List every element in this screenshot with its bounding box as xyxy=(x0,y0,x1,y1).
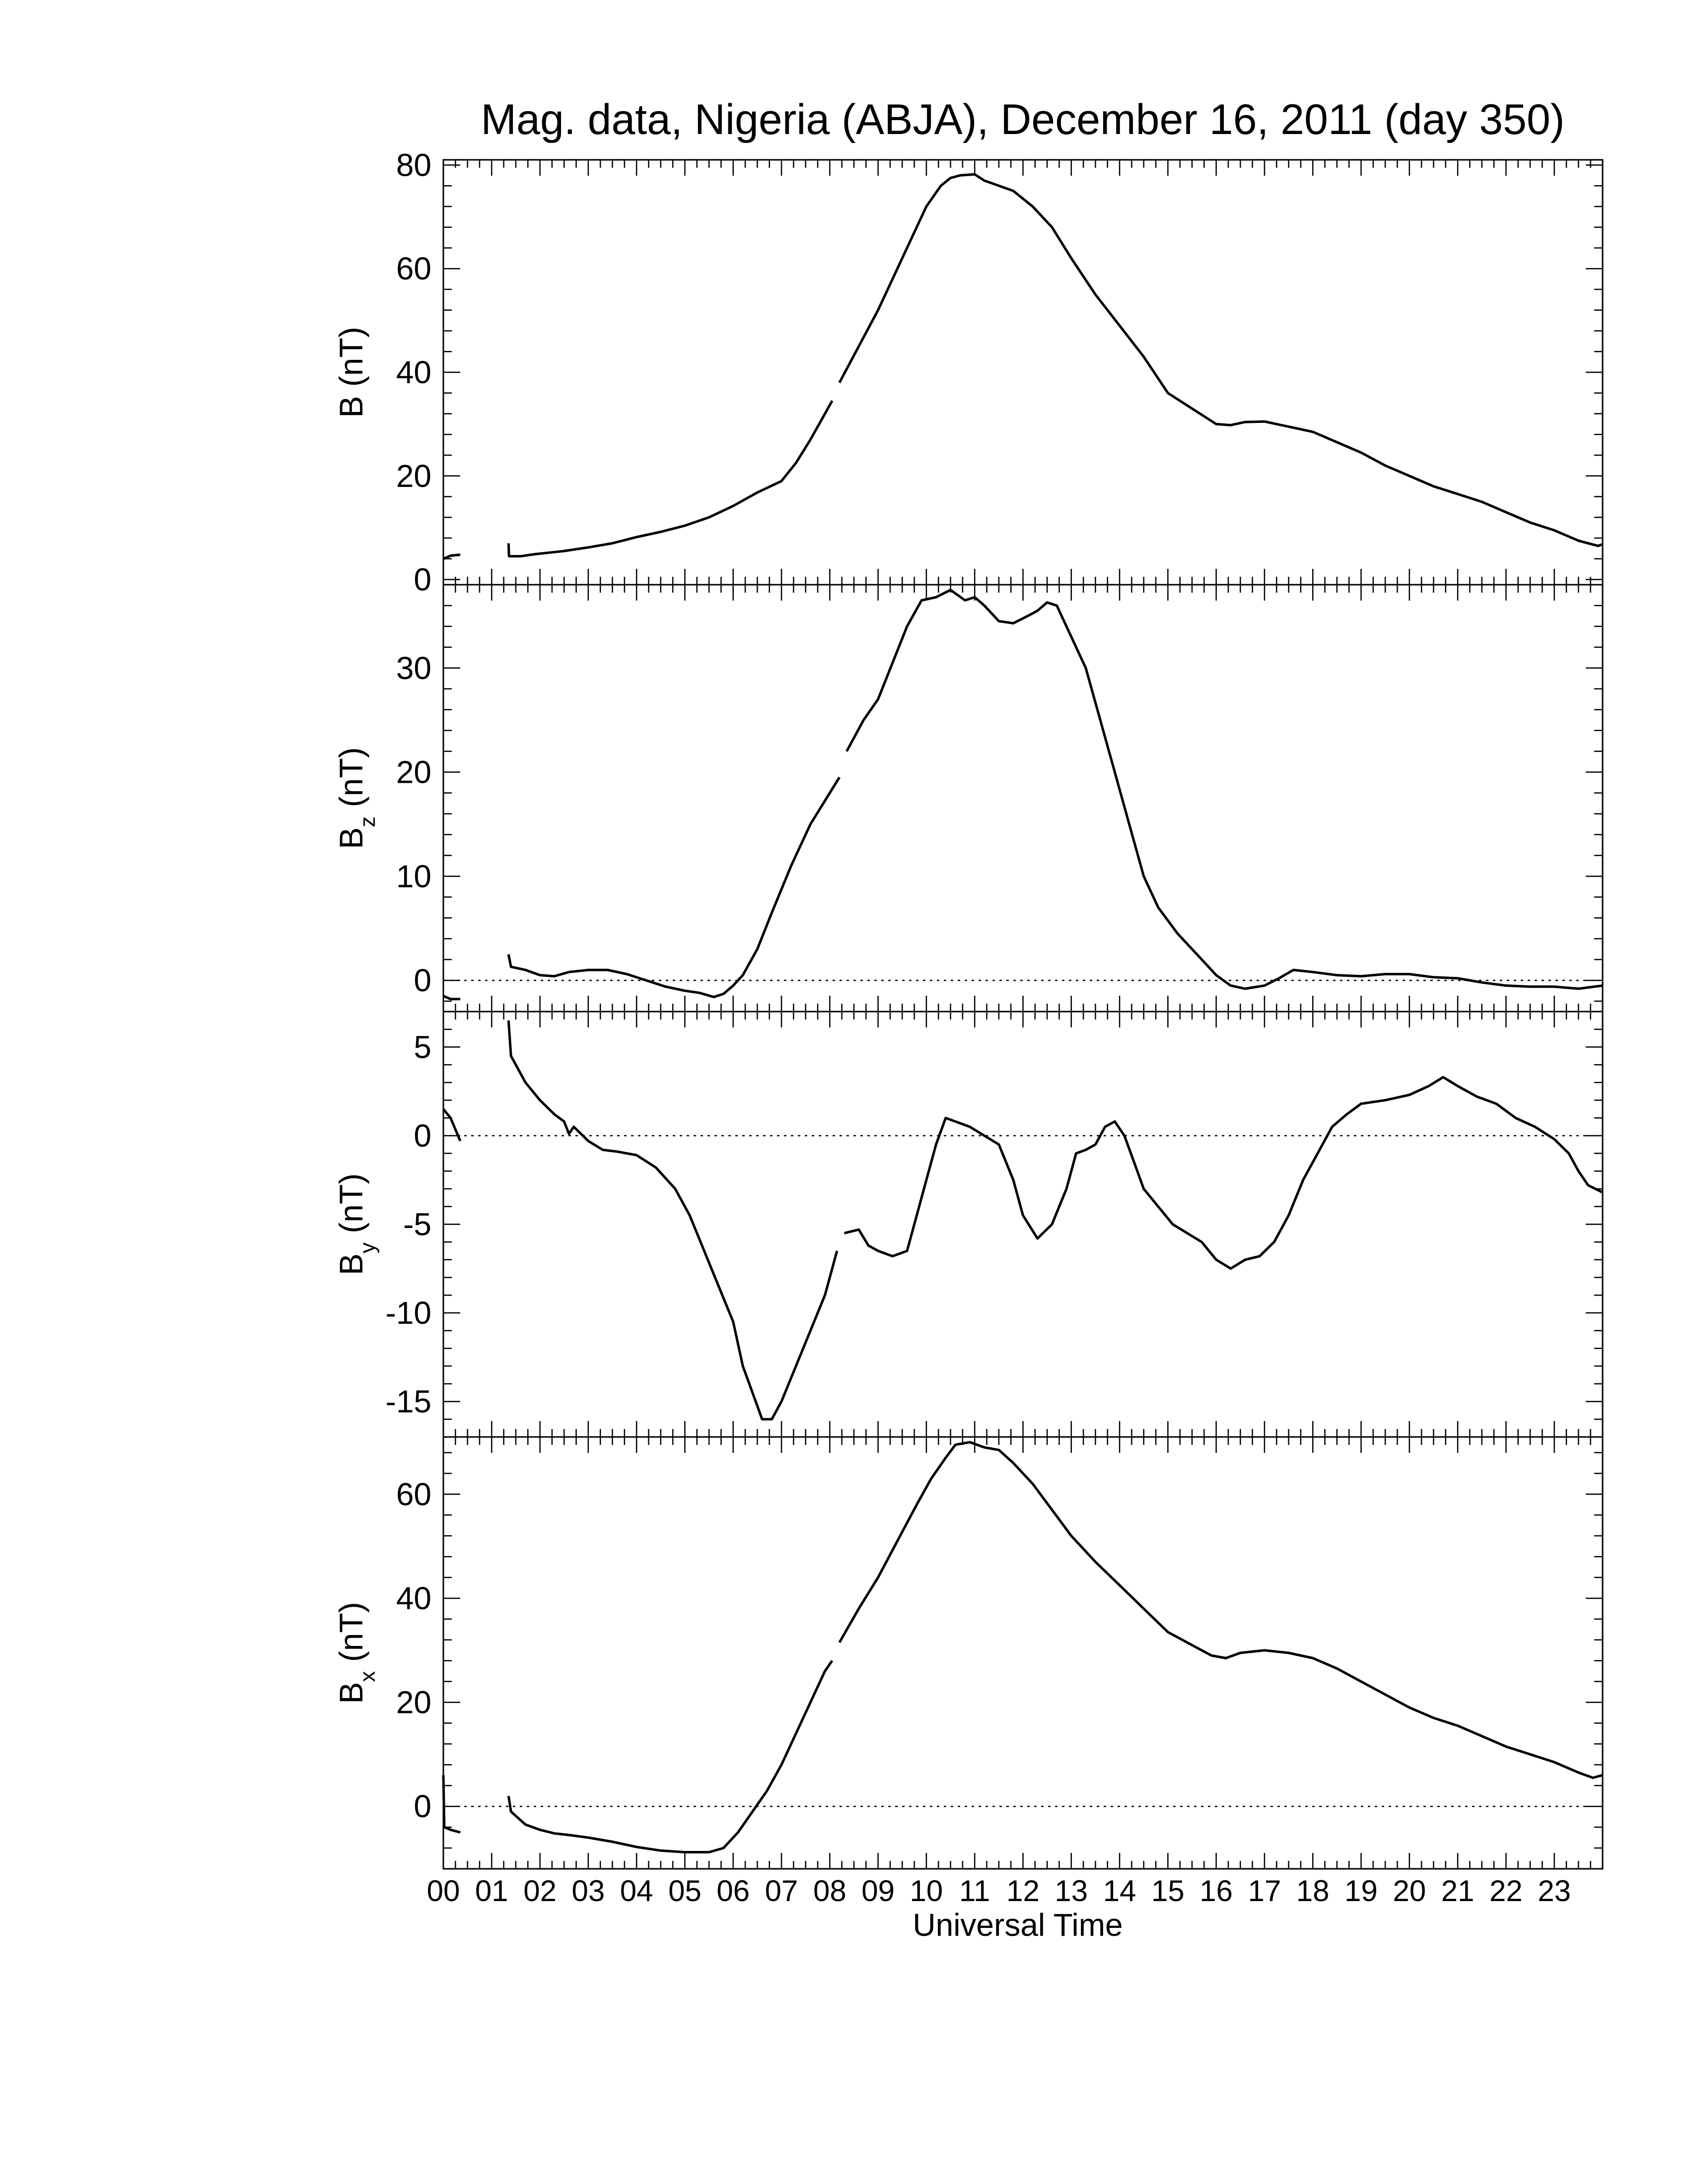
y-axis-label-unit: (nT) xyxy=(333,1602,369,1671)
panel-frame xyxy=(442,159,1604,586)
x-tick-label: 08 xyxy=(813,1874,846,1908)
x-tick-label: 13 xyxy=(1055,1874,1088,1908)
y-tick-label: 5 xyxy=(414,1029,431,1065)
y-tick-label: 80 xyxy=(396,147,431,183)
y-tick-label: 60 xyxy=(396,1476,431,1512)
x-tick-label: 04 xyxy=(620,1874,653,1908)
y-axis-label-main: B xyxy=(333,396,369,418)
x-tick-label: 19 xyxy=(1344,1874,1378,1908)
x-tick-label: 00 xyxy=(427,1874,460,1908)
series-line-segment xyxy=(844,1076,1604,1270)
y-axis-label-main: B xyxy=(333,827,369,849)
y-axis-label-main: B xyxy=(333,1682,369,1704)
x-tick-label: 03 xyxy=(572,1874,605,1908)
x-tick-label: 23 xyxy=(1538,1874,1571,1908)
panel-2: 0 10 20 30 Bz (nT) xyxy=(333,584,1604,1013)
y-tick-label: 0 xyxy=(414,962,431,998)
panel-3: -15 -10 -5 0 5 By (nT) xyxy=(333,1011,1604,1438)
y-axis-label-subscript: x xyxy=(355,1671,380,1682)
y-tick-label: 0 xyxy=(414,562,431,598)
x-tick-label: 15 xyxy=(1151,1874,1185,1908)
y-axis-label: Bz (nT) xyxy=(333,747,380,849)
y-tick-label: 0 xyxy=(414,1118,431,1154)
x-tick-label: 11 xyxy=(959,1874,990,1908)
y-tick-label: -15 xyxy=(386,1384,432,1420)
x-tick-label: 01 xyxy=(475,1874,508,1908)
series-line-segment xyxy=(838,1441,1603,1779)
y-axis-label: By (nT) xyxy=(333,1173,380,1275)
x-tick-label: 17 xyxy=(1248,1874,1281,1908)
x-tick-label: 20 xyxy=(1393,1874,1426,1908)
y-axis-label-subscript: y xyxy=(355,1242,380,1253)
y-axis-label: Bx (nT) xyxy=(333,1602,380,1704)
y-tick-label: 10 xyxy=(396,858,431,894)
panel-1: 0 20 40 60 80 B (nT) xyxy=(333,147,1604,598)
chart-title: Mag. data, Nigeria (ABJA), December 16, … xyxy=(481,96,1565,143)
y-tick-label: 0 xyxy=(414,1788,431,1824)
y-axis-label-unit: (nT) xyxy=(333,1173,369,1242)
panel-frame xyxy=(442,1011,1604,1438)
series-line-segment xyxy=(442,1108,462,1142)
panel-frame xyxy=(442,1436,1604,1870)
y-axis-label-subscript: z xyxy=(355,817,380,827)
x-tick-label: 07 xyxy=(765,1874,798,1908)
x-tick-label: 10 xyxy=(910,1874,943,1908)
y-tick-label: -5 xyxy=(403,1207,431,1242)
x-tick-label: 09 xyxy=(861,1874,895,1908)
panels-group: 0 20 40 60 80 B (nT) 0 10 20 30 Bz (nT) -15 -10 -5 0 5 B… xyxy=(333,147,1604,1870)
series-line-segment xyxy=(507,1020,839,1421)
y-axis-label-unit: (nT) xyxy=(333,327,369,396)
x-tick-label: 21 xyxy=(1441,1874,1475,1908)
panel-frame xyxy=(442,584,1604,1013)
series-line-segment xyxy=(838,173,1603,547)
series-line-segment xyxy=(507,1660,834,1853)
y-tick-label: 60 xyxy=(396,251,431,286)
x-tick-label: 18 xyxy=(1296,1874,1330,1908)
x-tick-label: 14 xyxy=(1103,1874,1136,1908)
x-tick-label: 22 xyxy=(1489,1874,1523,1908)
x-tick-label: 06 xyxy=(716,1874,750,1908)
y-tick-label: 20 xyxy=(396,458,431,494)
y-axis-label: B (nT) xyxy=(333,327,369,417)
x-tick-label: 16 xyxy=(1199,1874,1233,1908)
series-line-segment xyxy=(507,400,834,558)
y-tick-label: -10 xyxy=(386,1295,432,1331)
series-line-segment xyxy=(507,776,841,999)
series-line-segment xyxy=(443,995,461,1001)
x-axis-label: Universal Time xyxy=(913,1907,1123,1943)
x-tick-label: 02 xyxy=(523,1874,557,1908)
x-tick-label: 12 xyxy=(1006,1874,1040,1908)
y-tick-label: 40 xyxy=(396,1580,431,1616)
series-line-segment xyxy=(443,553,461,560)
y-tick-label: 30 xyxy=(396,650,431,686)
y-tick-label: 20 xyxy=(396,754,431,790)
y-axis-label-unit: (nT) xyxy=(333,747,369,816)
y-tick-label: 20 xyxy=(396,1685,431,1720)
series-line-segment xyxy=(442,1775,461,1834)
y-tick-label: 40 xyxy=(396,354,431,390)
x-tick-labels: 00 01 02 03 04 05 06 07 08 09 10 11 12 13 14 15 16 17 18 19… xyxy=(427,1874,1571,1908)
panel-4: 0 20 40 60 Bx (nT) xyxy=(333,1436,1604,1870)
x-tick-label: 05 xyxy=(668,1874,702,1908)
y-axis-label-main: B xyxy=(333,1253,369,1275)
series-line-segment xyxy=(845,589,1603,990)
